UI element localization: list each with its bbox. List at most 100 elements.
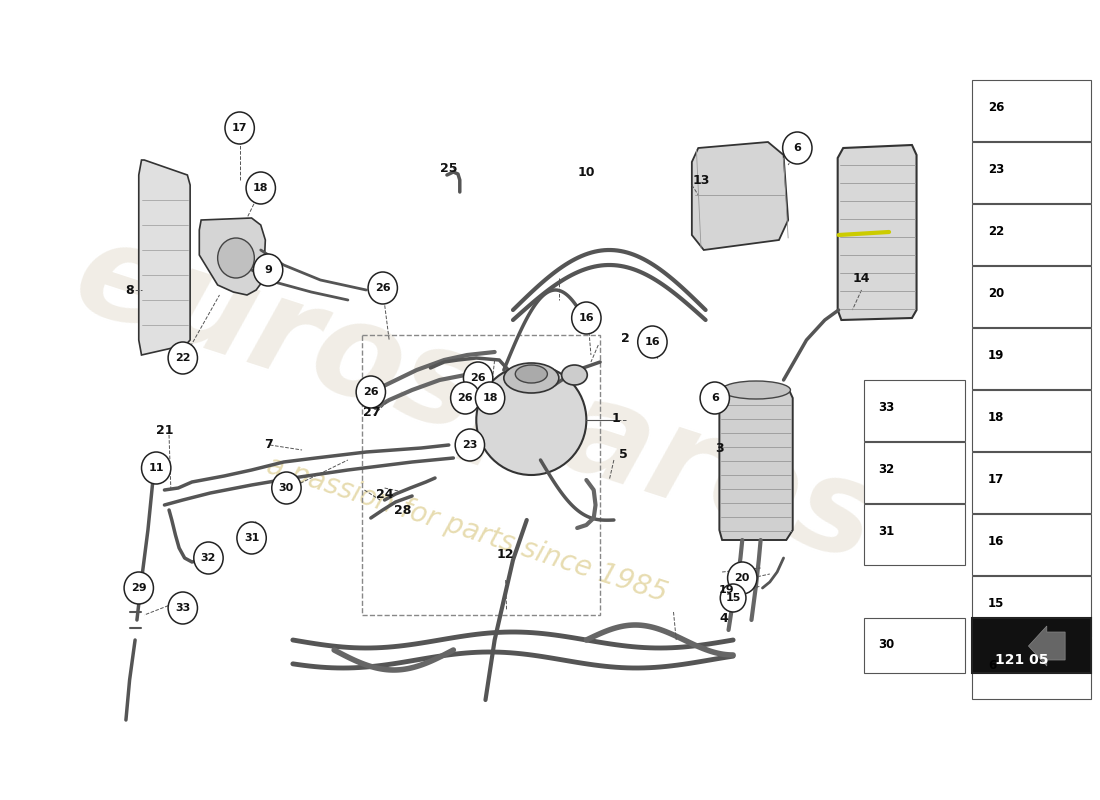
- FancyBboxPatch shape: [865, 618, 965, 673]
- Polygon shape: [139, 160, 190, 355]
- Text: 15: 15: [725, 593, 740, 603]
- FancyBboxPatch shape: [865, 442, 965, 503]
- Text: 18: 18: [482, 393, 498, 403]
- Text: 13: 13: [692, 174, 710, 186]
- Text: 6: 6: [711, 393, 718, 403]
- Text: 16: 16: [645, 337, 660, 347]
- Circle shape: [356, 376, 385, 408]
- Text: 26: 26: [988, 102, 1004, 114]
- Text: 16: 16: [988, 535, 1004, 549]
- Circle shape: [463, 362, 493, 394]
- FancyBboxPatch shape: [971, 80, 1091, 141]
- Text: 22: 22: [988, 226, 1004, 238]
- Circle shape: [700, 382, 729, 414]
- FancyBboxPatch shape: [971, 328, 1091, 389]
- Text: 2: 2: [621, 331, 630, 345]
- Circle shape: [253, 254, 283, 286]
- Text: 33: 33: [175, 603, 190, 613]
- Text: 15: 15: [988, 598, 1004, 610]
- Text: 26: 26: [471, 373, 486, 383]
- Text: eurospares: eurospares: [59, 210, 893, 590]
- Circle shape: [272, 472, 301, 504]
- Circle shape: [638, 326, 667, 358]
- Text: 17: 17: [988, 474, 1004, 486]
- Text: 16: 16: [579, 313, 594, 323]
- Circle shape: [720, 584, 746, 612]
- FancyBboxPatch shape: [971, 618, 1091, 673]
- Polygon shape: [692, 142, 788, 250]
- Text: 27: 27: [363, 406, 381, 418]
- Text: 18: 18: [253, 183, 268, 193]
- Text: 18: 18: [988, 411, 1004, 424]
- Polygon shape: [719, 388, 793, 540]
- Text: 26: 26: [375, 283, 390, 293]
- FancyBboxPatch shape: [971, 390, 1091, 451]
- FancyBboxPatch shape: [971, 452, 1091, 513]
- Circle shape: [475, 382, 505, 414]
- FancyBboxPatch shape: [865, 504, 965, 565]
- Text: 4: 4: [719, 611, 728, 625]
- Text: 6: 6: [988, 659, 997, 672]
- Circle shape: [782, 132, 812, 164]
- FancyBboxPatch shape: [971, 204, 1091, 265]
- Circle shape: [226, 112, 254, 144]
- Text: 26: 26: [458, 393, 473, 403]
- Text: 32: 32: [201, 553, 217, 563]
- Text: 8: 8: [125, 283, 134, 297]
- Polygon shape: [1028, 626, 1065, 666]
- Circle shape: [194, 542, 223, 574]
- Text: 121 05: 121 05: [994, 653, 1048, 667]
- Ellipse shape: [515, 365, 548, 383]
- Circle shape: [246, 172, 275, 204]
- Circle shape: [455, 429, 485, 461]
- Text: 19: 19: [988, 350, 1004, 362]
- Text: 20: 20: [735, 573, 750, 583]
- FancyBboxPatch shape: [971, 266, 1091, 327]
- Text: 12: 12: [497, 549, 515, 562]
- Text: 33: 33: [878, 402, 894, 414]
- Circle shape: [368, 272, 397, 304]
- FancyBboxPatch shape: [865, 380, 965, 441]
- Text: 26: 26: [363, 387, 378, 397]
- Text: 1: 1: [612, 411, 620, 425]
- Circle shape: [572, 302, 601, 334]
- Circle shape: [236, 522, 266, 554]
- Circle shape: [727, 562, 757, 594]
- Circle shape: [124, 572, 153, 604]
- Text: 19: 19: [719, 585, 735, 595]
- Text: 31: 31: [878, 526, 894, 538]
- Text: 7: 7: [264, 438, 273, 451]
- Text: 30: 30: [878, 638, 894, 651]
- Text: 14: 14: [852, 271, 870, 285]
- Text: 6: 6: [793, 143, 801, 153]
- Text: 9: 9: [264, 265, 272, 275]
- Circle shape: [168, 342, 198, 374]
- Text: 31: 31: [244, 533, 260, 543]
- Ellipse shape: [722, 381, 791, 399]
- Text: 23: 23: [988, 163, 1004, 176]
- Text: 28: 28: [394, 503, 411, 517]
- Text: 25: 25: [440, 162, 458, 174]
- Polygon shape: [199, 218, 265, 295]
- Ellipse shape: [476, 365, 586, 475]
- Circle shape: [218, 238, 254, 278]
- Text: a passion for parts since 1985: a passion for parts since 1985: [263, 452, 671, 608]
- Text: 10: 10: [578, 166, 595, 178]
- Circle shape: [168, 592, 198, 624]
- Text: 5: 5: [618, 449, 627, 462]
- Text: 22: 22: [175, 353, 190, 363]
- FancyBboxPatch shape: [971, 638, 1091, 699]
- FancyBboxPatch shape: [971, 514, 1091, 575]
- Text: 17: 17: [232, 123, 248, 133]
- Ellipse shape: [562, 365, 587, 385]
- Text: 29: 29: [131, 583, 146, 593]
- Text: 21: 21: [156, 423, 173, 437]
- Ellipse shape: [504, 363, 559, 393]
- Text: 11: 11: [148, 463, 164, 473]
- Text: 24: 24: [376, 489, 394, 502]
- Text: 3: 3: [715, 442, 724, 454]
- Text: 30: 30: [278, 483, 294, 493]
- Polygon shape: [838, 145, 916, 320]
- Text: 32: 32: [878, 463, 894, 476]
- FancyBboxPatch shape: [971, 142, 1091, 203]
